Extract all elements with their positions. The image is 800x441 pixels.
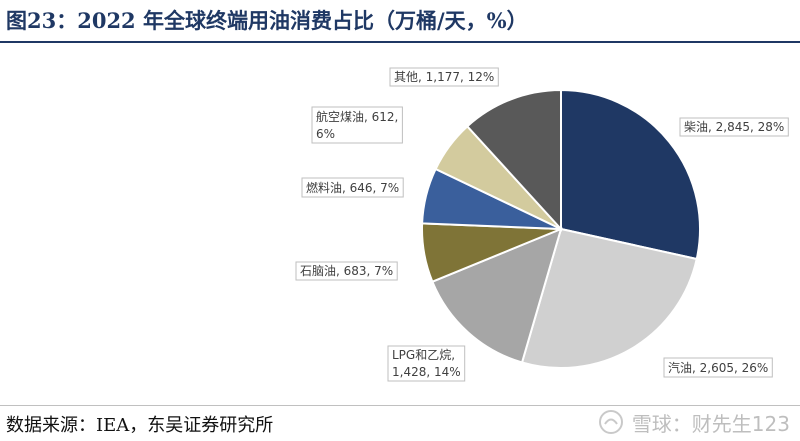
slice-label-text: 汽油, 2,605, 26%: [668, 360, 768, 375]
slice-label-6: 其他, 1,177, 12%: [389, 67, 499, 87]
slice-label-text: 航空煤油, 612,: [316, 109, 398, 124]
title-divider: [0, 41, 800, 43]
slice-label-text: 其他, 1,177, 12%: [394, 70, 494, 84]
slice-label-1: 汽油, 2,605, 26%: [663, 357, 773, 378]
slice-label-box: [389, 67, 499, 87]
slice-label-box: [663, 357, 773, 378]
pie-slice-1: [520, 227, 698, 369]
data-source: 数据来源：IEA，东吴证券研究所: [6, 415, 274, 436]
slice-label-text: 柴油, 2,845, 28%: [684, 120, 784, 134]
slice-label-3: 石脑油, 683, 7%: [295, 261, 398, 281]
pie-slice-0: [560, 88, 701, 261]
slice-labels: 柴油, 2,845, 28% 汽油, 2,605, 26% LPG和乙烷, 1,428…: [295, 67, 789, 382]
slice-label-text: 6%: [316, 127, 335, 141]
pie-slices: [421, 88, 701, 369]
pie-slice-2: [431, 227, 563, 364]
slice-label-text: LPG和乙烷,: [392, 348, 455, 362]
slice-label-box: [679, 117, 789, 137]
slice-label-5: 航空煤油, 612, 6%: [311, 106, 403, 144]
slice-label-box: [301, 177, 404, 198]
slice-label-text: 1,428, 14%: [392, 365, 461, 379]
watermark: 雪球：财先生123: [598, 406, 790, 438]
slice-label-text: 石脑油, 683, 7%: [300, 264, 393, 278]
slice-label-box: [387, 345, 466, 382]
pie-slice-6: [465, 88, 562, 232]
slice-label-box: [311, 106, 403, 144]
watermark-text: 雪球：财先生123: [631, 411, 790, 436]
slice-label-text: 燃料油, 646, 7%: [306, 180, 399, 195]
chart-title: 图23：2022 年全球终端用油消费占比（万桶/天，%）: [6, 8, 528, 33]
snowball-icon: [598, 410, 623, 434]
slice-label-4: 燃料油, 646, 7%: [301, 177, 404, 198]
slice-label-0: 柴油, 2,845, 28%: [679, 117, 789, 137]
footer-divider: [0, 405, 800, 406]
slice-label-box: [295, 261, 398, 281]
slice-label-2: LPG和乙烷, 1,428, 14%: [387, 345, 466, 382]
